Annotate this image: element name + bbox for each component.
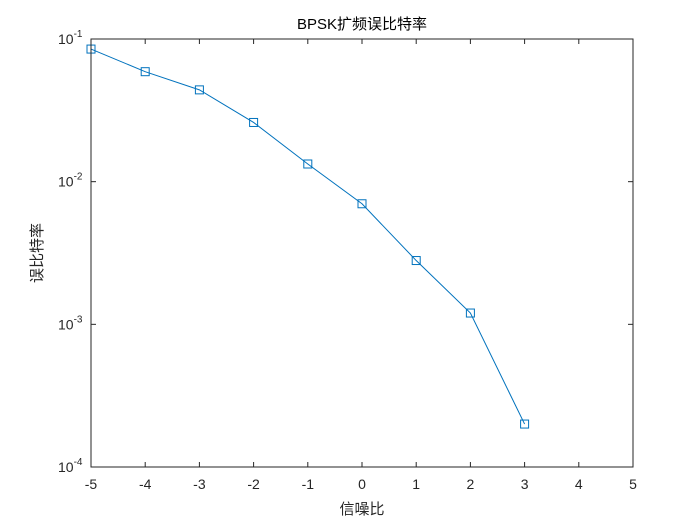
x-tick-label: 0 [358,476,366,492]
y-tick-base: 10 [58,31,74,47]
x-tick-label: 1 [412,476,420,492]
data-point-marker [249,117,259,127]
x-tick-label: 2 [467,476,475,492]
y-tick-exponent: -1 [74,29,83,40]
y-tick-base: 10 [58,459,74,475]
plot-area [91,39,633,467]
x-tick-label: -4 [139,476,152,492]
x-axis-ticks: -5 -4 -3 -2 -1 0 1 2 3 4 5 [85,39,637,492]
y-tick-base: 10 [58,316,74,332]
y-tick-label: 10-1 [58,29,83,47]
series-line [90,48,526,425]
data-point-marker [303,159,313,169]
x-axis-label: 信噪比 [339,500,384,518]
y-tick-label: 10-3 [58,314,83,332]
data-point-marker [357,199,367,209]
data-point-marker [465,308,475,318]
x-tick-label: 3 [521,476,529,492]
x-tick-label: -5 [85,476,98,492]
x-tick-label: 4 [575,476,583,492]
y-tick-exponent: -3 [74,314,83,325]
chart-title: BPSK扩频误比特率 [297,16,427,33]
data-point-marker [194,85,204,95]
x-tick-label: -2 [247,476,260,492]
data-point-marker [520,419,530,429]
data-point-marker [140,67,150,77]
data-point-marker [411,256,421,266]
y-tick-label: 10-2 [58,172,83,190]
y-tick-base: 10 [58,174,74,190]
y-tick-label: 10-4 [58,457,83,475]
axes-box [90,38,634,468]
x-tick-label: -3 [193,476,206,492]
y-axis-label: 误比特率 [28,223,46,283]
y-tick-exponent: -2 [74,172,83,183]
x-tick-label: 5 [629,476,637,492]
y-axis-ticks: 10-410-310-210-1 [58,29,633,475]
y-tick-exponent: -4 [74,457,83,468]
x-tick-label: -1 [302,476,315,492]
